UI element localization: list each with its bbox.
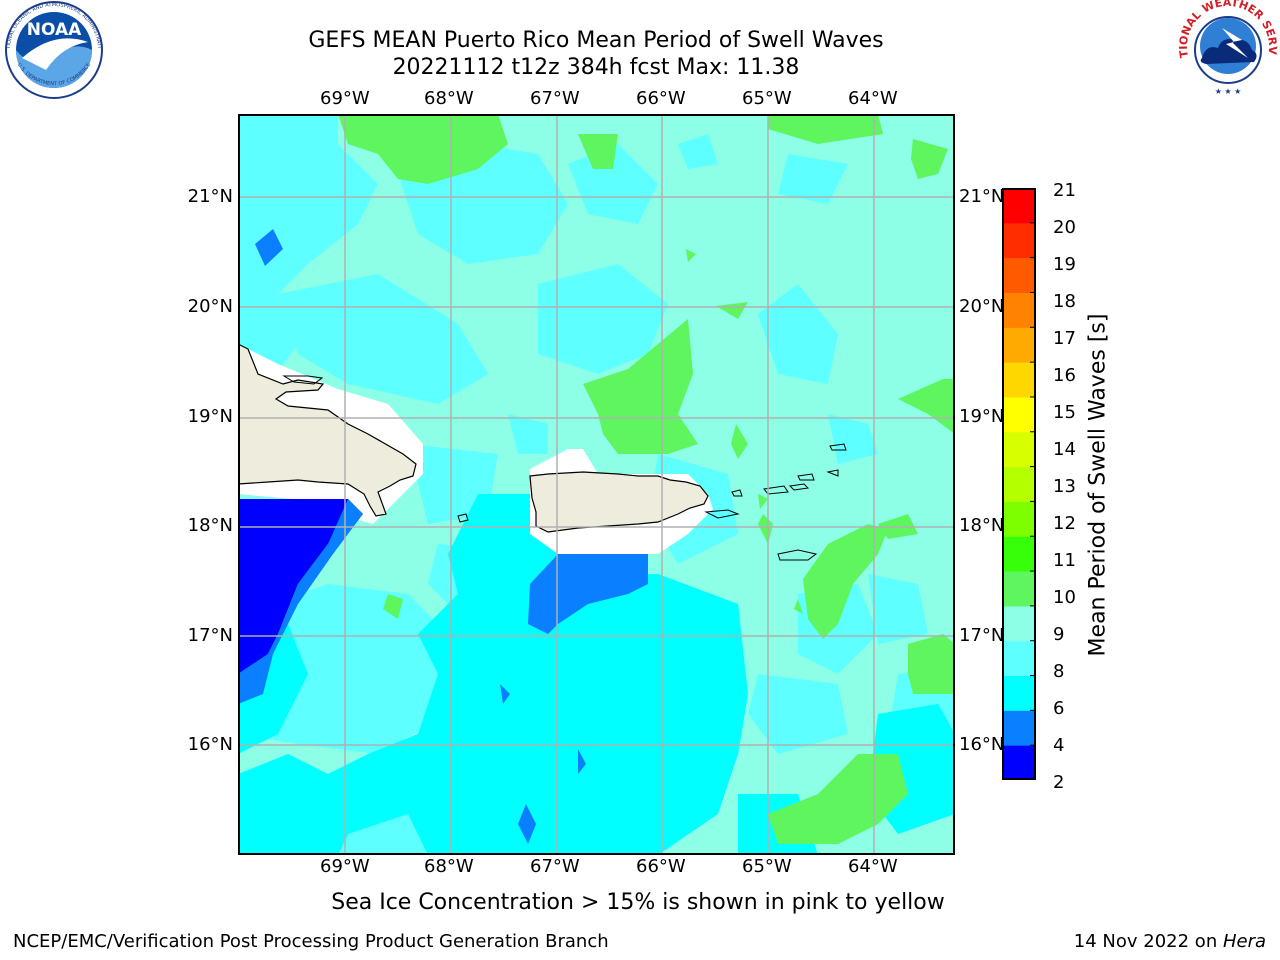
footer-date: 14 Nov 2022 on bbox=[1073, 931, 1223, 952]
svg-text:NOAA: NOAA bbox=[27, 20, 82, 40]
colorbar-segment bbox=[1003, 292, 1035, 328]
lon-label-bottom-66w: 66°W bbox=[636, 856, 686, 877]
lon-label-top-69w: 69°W bbox=[320, 88, 370, 109]
lat-label-right-18n: 18°N bbox=[959, 515, 1002, 536]
colorbar-scale bbox=[1002, 188, 1036, 780]
colorbar-tick-4: 4 bbox=[1053, 735, 1065, 756]
colorbar-frame bbox=[1002, 188, 1036, 780]
nws-logo: NATIONAL WEATHER SERVICE ★ ★ ★ bbox=[1176, 0, 1280, 100]
colorbar-tick-13: 13 bbox=[1053, 476, 1076, 497]
sea-ice-note: Sea Ice Concentration > 15% is shown in … bbox=[331, 890, 945, 915]
lat-label-left-19n: 19°N bbox=[187, 406, 233, 427]
plot-subtitle: 20221112 t12z 384h fcst Max: 11.38 bbox=[392, 55, 800, 80]
colorbar-tick-9: 9 bbox=[1053, 624, 1065, 645]
colorbar-segment bbox=[1003, 605, 1035, 642]
lon-label-top-68w: 68°W bbox=[424, 88, 474, 109]
lon-label-bottom-65w: 65°W bbox=[742, 856, 792, 877]
lat-label-right-20n: 20°N bbox=[959, 296, 1002, 317]
map-panel bbox=[238, 114, 955, 855]
colorbar-segment bbox=[1003, 571, 1035, 607]
lat-label-left-20n: 20°N bbox=[187, 296, 233, 317]
noaa-logo: NOAA NATIONAL OCEANIC AND ATMOSPHERIC AD… bbox=[2, 0, 106, 104]
colorbar-segment bbox=[1003, 466, 1035, 502]
colorbar-segment bbox=[1003, 362, 1035, 398]
colorbar-tick-16: 16 bbox=[1053, 365, 1076, 386]
plot-title: GEFS MEAN Puerto Rico Mean Period of Swe… bbox=[308, 28, 884, 53]
footer-machine: Hera bbox=[1222, 931, 1266, 952]
footer-producer: NCEP/EMC/Verification Post Processing Pr… bbox=[13, 931, 609, 952]
colorbar-segment bbox=[1003, 536, 1035, 572]
colorbar-segment bbox=[1003, 710, 1035, 746]
colorbar-segment bbox=[1003, 188, 1035, 224]
lon-label-top-66w: 66°W bbox=[636, 88, 686, 109]
colorbar-segment bbox=[1003, 675, 1035, 711]
colorbar-tick-2: 2 bbox=[1053, 772, 1065, 793]
colorbar-tick-17: 17 bbox=[1053, 328, 1076, 349]
colorbar-tick-20: 20 bbox=[1053, 217, 1076, 238]
lon-label-bottom-67w: 67°W bbox=[530, 856, 580, 877]
lat-label-right-19n: 19°N bbox=[959, 406, 1002, 427]
colorbar-segment bbox=[1003, 222, 1035, 259]
colorbar-tick-10: 10 bbox=[1053, 587, 1076, 608]
colorbar-tick-8: 8 bbox=[1053, 661, 1065, 682]
lat-label-left-17n: 17°N bbox=[187, 625, 233, 646]
lat-label-right-17n: 17°N bbox=[959, 625, 1002, 646]
lon-label-top-67w: 67°W bbox=[530, 88, 580, 109]
colorbar-tick-19: 19 bbox=[1053, 254, 1076, 275]
lat-label-left-21n: 21°N bbox=[187, 186, 233, 207]
colorbar-tick-15: 15 bbox=[1053, 402, 1076, 423]
colorbar-label: Mean Period of Swell Waves [s] bbox=[1085, 313, 1111, 657]
colorbar-segment bbox=[1003, 257, 1035, 293]
lon-label-bottom-68w: 68°W bbox=[424, 856, 474, 877]
lon-label-bottom-69w: 69°W bbox=[320, 856, 370, 877]
lat-label-left-18n: 18°N bbox=[187, 515, 233, 536]
colorbar-segment bbox=[1003, 501, 1035, 537]
colorbar-tick-6: 6 bbox=[1053, 698, 1065, 719]
colorbar-segment bbox=[1003, 745, 1035, 780]
lat-label-left-16n: 16°N bbox=[187, 734, 233, 755]
svg-text:★ ★ ★: ★ ★ ★ bbox=[1215, 87, 1242, 96]
colorbar-tick-21: 21 bbox=[1053, 180, 1076, 201]
footer-timestamp: 14 Nov 2022 on Hera bbox=[1074, 931, 1266, 952]
colorbar-segment bbox=[1003, 640, 1035, 677]
lat-label-right-21n: 21°N bbox=[959, 186, 1002, 207]
lon-label-top-64w: 64°W bbox=[848, 88, 898, 109]
colorbar-tick-12: 12 bbox=[1053, 513, 1076, 534]
colorbar-segment bbox=[1003, 431, 1035, 468]
colorbar bbox=[1002, 188, 1036, 780]
lon-label-top-65w: 65°W bbox=[742, 88, 792, 109]
lon-label-bottom-64w: 64°W bbox=[848, 856, 898, 877]
colorbar-tick-18: 18 bbox=[1053, 291, 1076, 312]
lat-label-right-16n: 16°N bbox=[959, 734, 1002, 755]
colorbar-tick-14: 14 bbox=[1053, 439, 1076, 460]
colorbar-segment bbox=[1003, 396, 1035, 433]
colorbar-tick-11: 11 bbox=[1053, 550, 1076, 571]
colorbar-segment bbox=[1003, 327, 1035, 363]
